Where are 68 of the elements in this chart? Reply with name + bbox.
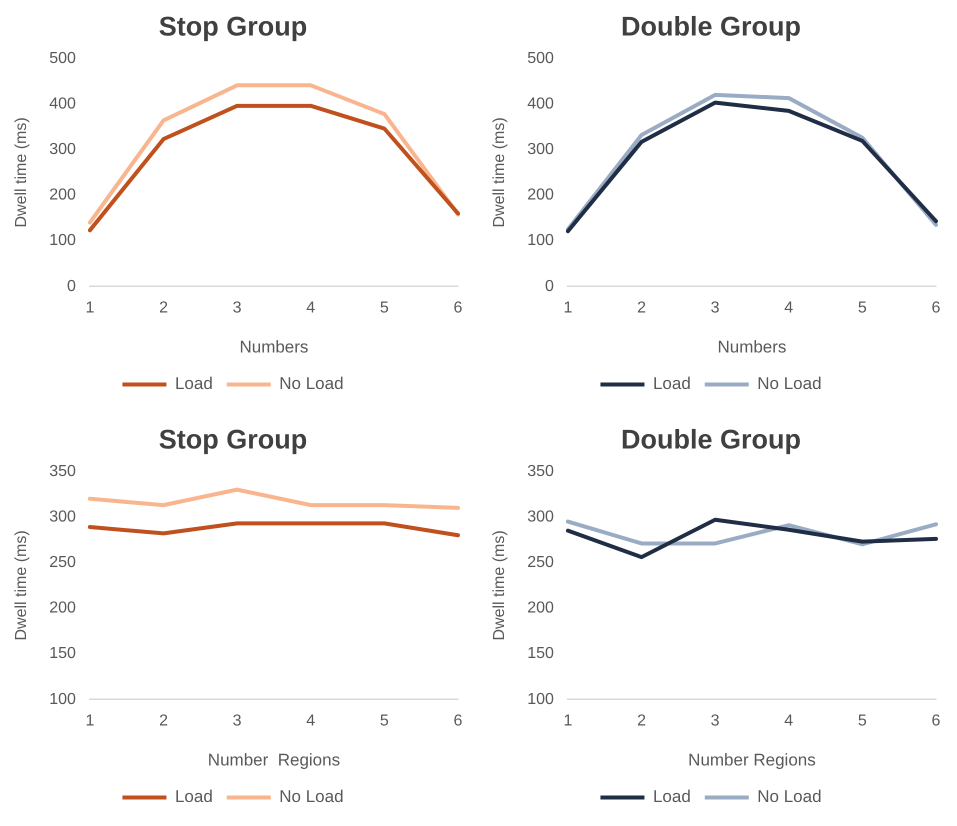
x-tick-label: 3	[232, 712, 242, 730]
x-tick-label: 6	[932, 712, 941, 730]
x-tick-label: 3	[710, 299, 720, 316]
y-tick-label: 200	[527, 186, 554, 204]
y-tick-label: 300	[527, 508, 554, 526]
x-tick-label: 4	[306, 299, 316, 316]
y-tick-label: 100	[527, 232, 554, 250]
x-tick-label: 5	[858, 299, 867, 316]
y-tick-label: 200	[527, 600, 554, 617]
legend-label: No Load	[279, 787, 344, 806]
x-axis-title: Number Regions	[688, 750, 816, 770]
x-tick-label: 1	[563, 299, 572, 316]
y-tick-label: 100	[49, 690, 76, 708]
legend-label: No Load	[757, 374, 822, 394]
x-tick-label: 5	[380, 712, 389, 730]
x-tick-label: 5	[858, 712, 867, 730]
x-tick-label: 3	[232, 299, 242, 316]
legend-label: Load	[652, 374, 691, 394]
x-tick-label: 4	[306, 712, 316, 730]
x-tick-label: 1	[85, 712, 94, 730]
x-tick-label: 5	[380, 299, 389, 316]
y-tick-label: 250	[49, 554, 76, 572]
y-axis-title: Dwell time (ms)	[491, 117, 508, 228]
x-tick-label: 6	[454, 712, 463, 730]
y-tick-label: 300	[49, 141, 76, 158]
x-axis-title: Number Regions	[208, 750, 340, 770]
x-tick-label: 2	[637, 712, 646, 730]
x-tick-label: 2	[159, 712, 168, 730]
x-axis-title: Numbers	[717, 337, 786, 356]
y-tick-label: 500	[527, 50, 554, 67]
y-tick-label: 100	[49, 232, 76, 250]
x-tick-label: 6	[454, 299, 463, 316]
chart-title: Stop Group	[158, 12, 308, 42]
x-tick-label: 2	[159, 299, 168, 316]
y-axis-title: Dwell time (ms)	[13, 117, 30, 228]
y-tick-label: 200	[49, 186, 76, 204]
x-tick-label: 4	[784, 712, 794, 730]
y-tick-label: 500	[49, 50, 76, 67]
legend-label: Load	[174, 787, 213, 806]
chart-title: Stop Group	[158, 424, 308, 455]
legend-label: No Load	[757, 787, 822, 806]
y-tick-label: 100	[527, 690, 554, 708]
y-tick-label: 350	[527, 462, 554, 480]
x-tick-label: 1	[85, 299, 94, 316]
x-tick-label: 4	[784, 299, 794, 316]
y-tick-label: 300	[527, 141, 554, 158]
y-tick-label: 150	[527, 645, 554, 662]
y-tick-label: 150	[49, 645, 76, 662]
y-axis-title: Dwell time (ms)	[491, 530, 508, 641]
y-tick-label: 400	[49, 95, 76, 112]
legend-label: Load	[652, 787, 691, 806]
legend-label: Load	[174, 374, 213, 394]
x-tick-label: 6	[932, 299, 941, 316]
y-tick-label: 400	[527, 95, 554, 112]
y-axis-title: Dwell time (ms)	[13, 530, 30, 641]
y-tick-label: 0	[544, 278, 554, 295]
x-tick-label: 2	[637, 299, 646, 316]
y-tick-label: 200	[49, 600, 76, 617]
y-tick-label: 300	[49, 508, 76, 526]
x-axis-title: Numbers	[239, 337, 308, 356]
chart-title: Double Group	[621, 12, 801, 42]
y-tick-label: 0	[66, 278, 76, 295]
y-tick-label: 350	[49, 462, 76, 480]
x-tick-label: 1	[563, 712, 572, 730]
x-tick-label: 3	[710, 712, 720, 730]
legend-label: No Load	[279, 374, 344, 394]
chart-title: Double Group	[621, 424, 801, 455]
y-tick-label: 250	[527, 554, 554, 572]
